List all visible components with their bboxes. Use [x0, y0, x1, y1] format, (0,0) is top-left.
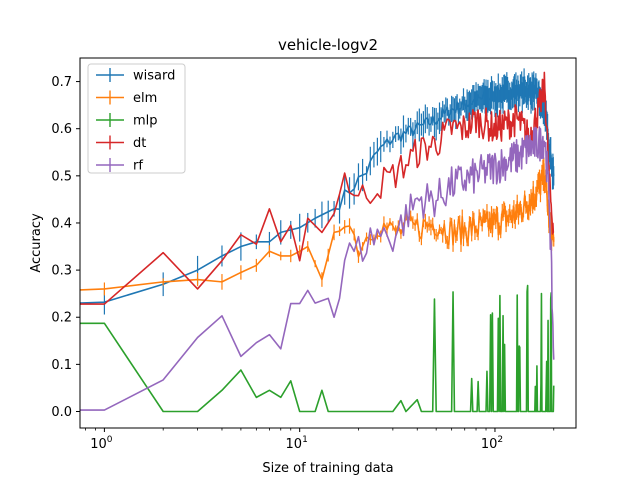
legend-label-elm: elm [133, 91, 157, 106]
y-tick-label: 0.2 [51, 311, 72, 326]
y-tick-label: 0.5 [51, 169, 72, 184]
y-tick-label: 0.1 [51, 358, 72, 373]
axes: 0.0 0.1 0.2 0.3 0.4 0.5 0.6 0.7 100 101 102 [51, 57, 577, 452]
series-group [80, 68, 555, 413]
series-line-rf [80, 126, 555, 411]
y-tick-label: 0.4 [51, 216, 72, 231]
y-tick-label: 0.7 [51, 75, 72, 90]
legend-label-dt: dt [133, 136, 146, 151]
chart-title: vehicle-logv2 [278, 36, 378, 54]
legend-box [87, 63, 186, 174]
x-tick-label: 101 [286, 435, 308, 452]
x-tick-label: 102 [481, 435, 503, 452]
legend: wisard elm mlp dt rf [87, 63, 186, 174]
series-line-dt [80, 71, 555, 305]
axes-frame [79, 57, 577, 429]
y-tick-label: 0.0 [51, 405, 72, 420]
plot-area [80, 68, 555, 413]
y-axis-label: Accuracy [29, 213, 44, 273]
series-line-mlp [80, 284, 555, 413]
legend-label-mlp: mlp [133, 114, 158, 129]
legend-label-wisard: wisard [133, 69, 175, 84]
x-tick-label: 100 [90, 435, 113, 452]
y-tick-label: 0.6 [51, 122, 72, 137]
y-tick-label: 0.3 [51, 264, 72, 279]
legend-label-rf: rf [133, 159, 143, 174]
x-axis-label: Size of training data [262, 461, 393, 476]
